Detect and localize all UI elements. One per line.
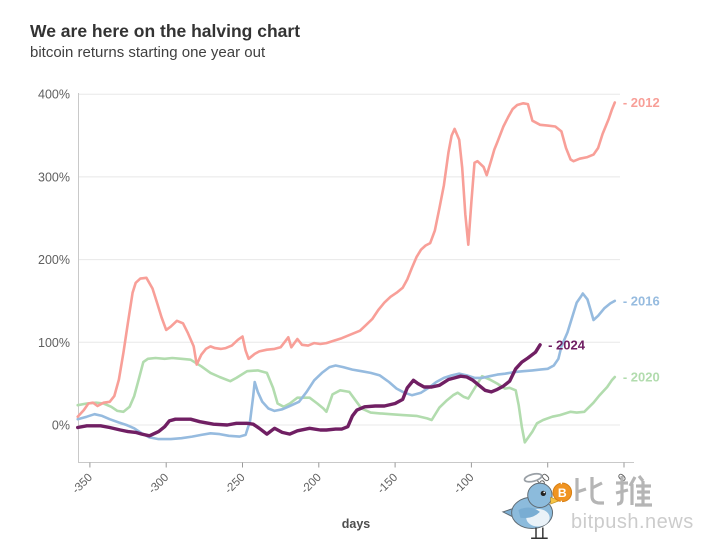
brand-domain: bitpush.news: [571, 511, 694, 533]
x-tick-label: -150: [375, 472, 400, 497]
svg-text:B: B: [558, 486, 567, 500]
y-tick-label: 300%: [38, 170, 70, 184]
series-line-2020: [76, 356, 617, 444]
x-tick-label: -100: [452, 472, 477, 497]
series-label-2012: - 2012: [623, 95, 660, 110]
series-label-2016: - 2016: [623, 293, 660, 308]
chart-title: We are here on the halving chart: [30, 21, 301, 41]
bitpush-watermark: B 比推 bitpush.news: [497, 467, 702, 549]
series-label-2024: - 2024: [548, 337, 586, 352]
brand-chinese-glyphs: [575, 475, 652, 507]
series-line-2012: [76, 101, 617, 418]
series-label-2020: - 2020: [623, 370, 660, 385]
bitcoin-coin-icon: B: [552, 481, 573, 504]
y-tick-label: 200%: [38, 253, 70, 267]
bluebird-bitcoin-icon: B: [501, 472, 573, 539]
x-tick-label: -350: [70, 472, 95, 497]
y-tick-label: 0%: [52, 419, 70, 433]
series-line-2016: [76, 292, 617, 441]
x-tick-label: -300: [147, 472, 172, 497]
x-tick-label: -250: [223, 472, 248, 497]
y-tick-label: 400%: [38, 88, 70, 102]
series-line-2024: [76, 343, 542, 438]
bird-icon: [501, 482, 561, 539]
y-tick-label: 100%: [38, 336, 70, 350]
x-tick-label: -200: [299, 472, 324, 497]
chart-subtitle: bitcoin returns starting one year out: [30, 44, 266, 61]
x-axis-label: days: [341, 517, 371, 531]
halo-icon: [523, 472, 543, 483]
